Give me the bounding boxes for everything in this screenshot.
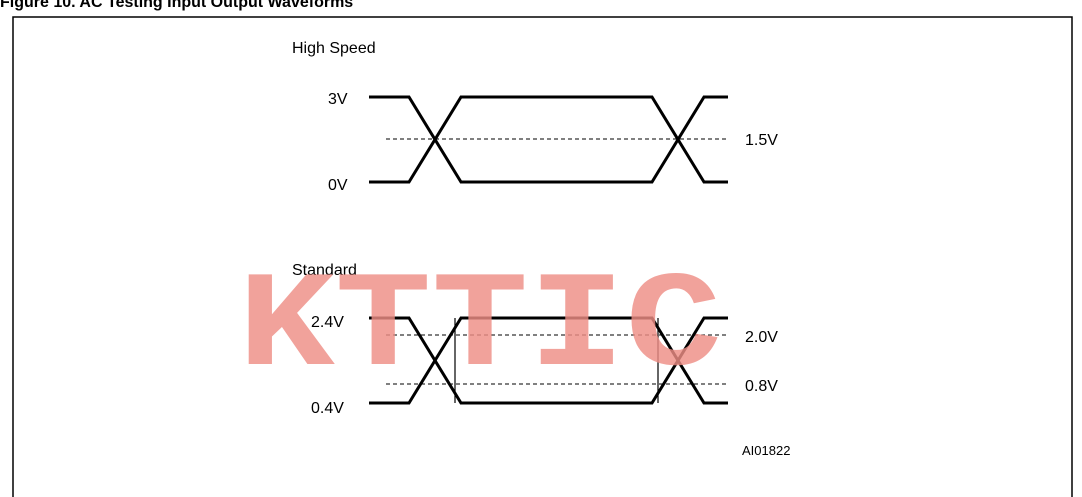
high-speed-high-level-label: 3V [328,91,348,108]
standard-waveform: Standard 2.4V 0.4V 2.0V 0.8V [292,262,778,417]
standard-lower-trace [369,316,728,405]
standard-upper-trace [369,316,728,405]
standard-title: Standard [292,262,357,279]
high-speed-low-level-label: 0V [328,177,348,194]
high-speed-title: High Speed [292,40,376,57]
standard-high-level-label: 2.4V [311,314,344,331]
standard-low-level-label: 0.4V [311,400,344,417]
watermark-text: KTTIC [238,251,722,405]
figure-caption: Figure 10. AC Testing Input Output Wavef… [0,0,353,11]
figure-frame [12,16,1073,497]
high-speed-reference-label: 1.5V [745,132,778,149]
figure-reference-code: AI01822 [742,443,790,458]
high-speed-upper-trace [369,95,728,184]
standard-upper-reference-label: 2.0V [745,329,778,346]
standard-lower-reference-label: 0.8V [745,378,778,395]
high-speed-waveform: High Speed 3V 0V 1.5V [292,40,778,194]
high-speed-lower-trace [369,95,728,184]
